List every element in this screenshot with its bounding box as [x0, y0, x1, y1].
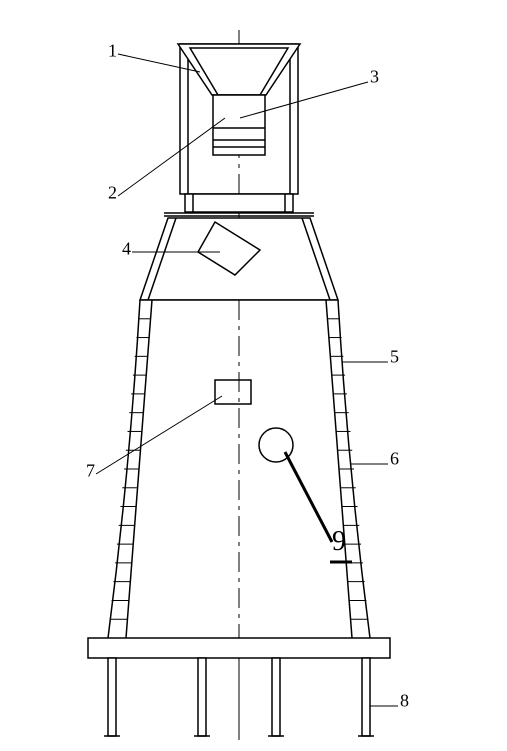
- callout-label-8: 8: [400, 690, 409, 710]
- callout-label-6: 6: [390, 448, 399, 468]
- callout-label-5: 5: [390, 346, 399, 366]
- callout-label-4: 4: [122, 238, 131, 258]
- callout-label-2: 2: [108, 182, 117, 202]
- technical-diagram: 1 2 3 4 5 6 7 8 9: [0, 0, 507, 751]
- callout-label-7: 7: [86, 460, 95, 480]
- callout-label-1: 1: [108, 40, 117, 60]
- callout-label-3: 3: [370, 66, 379, 86]
- callout-label-9: 9: [332, 526, 346, 557]
